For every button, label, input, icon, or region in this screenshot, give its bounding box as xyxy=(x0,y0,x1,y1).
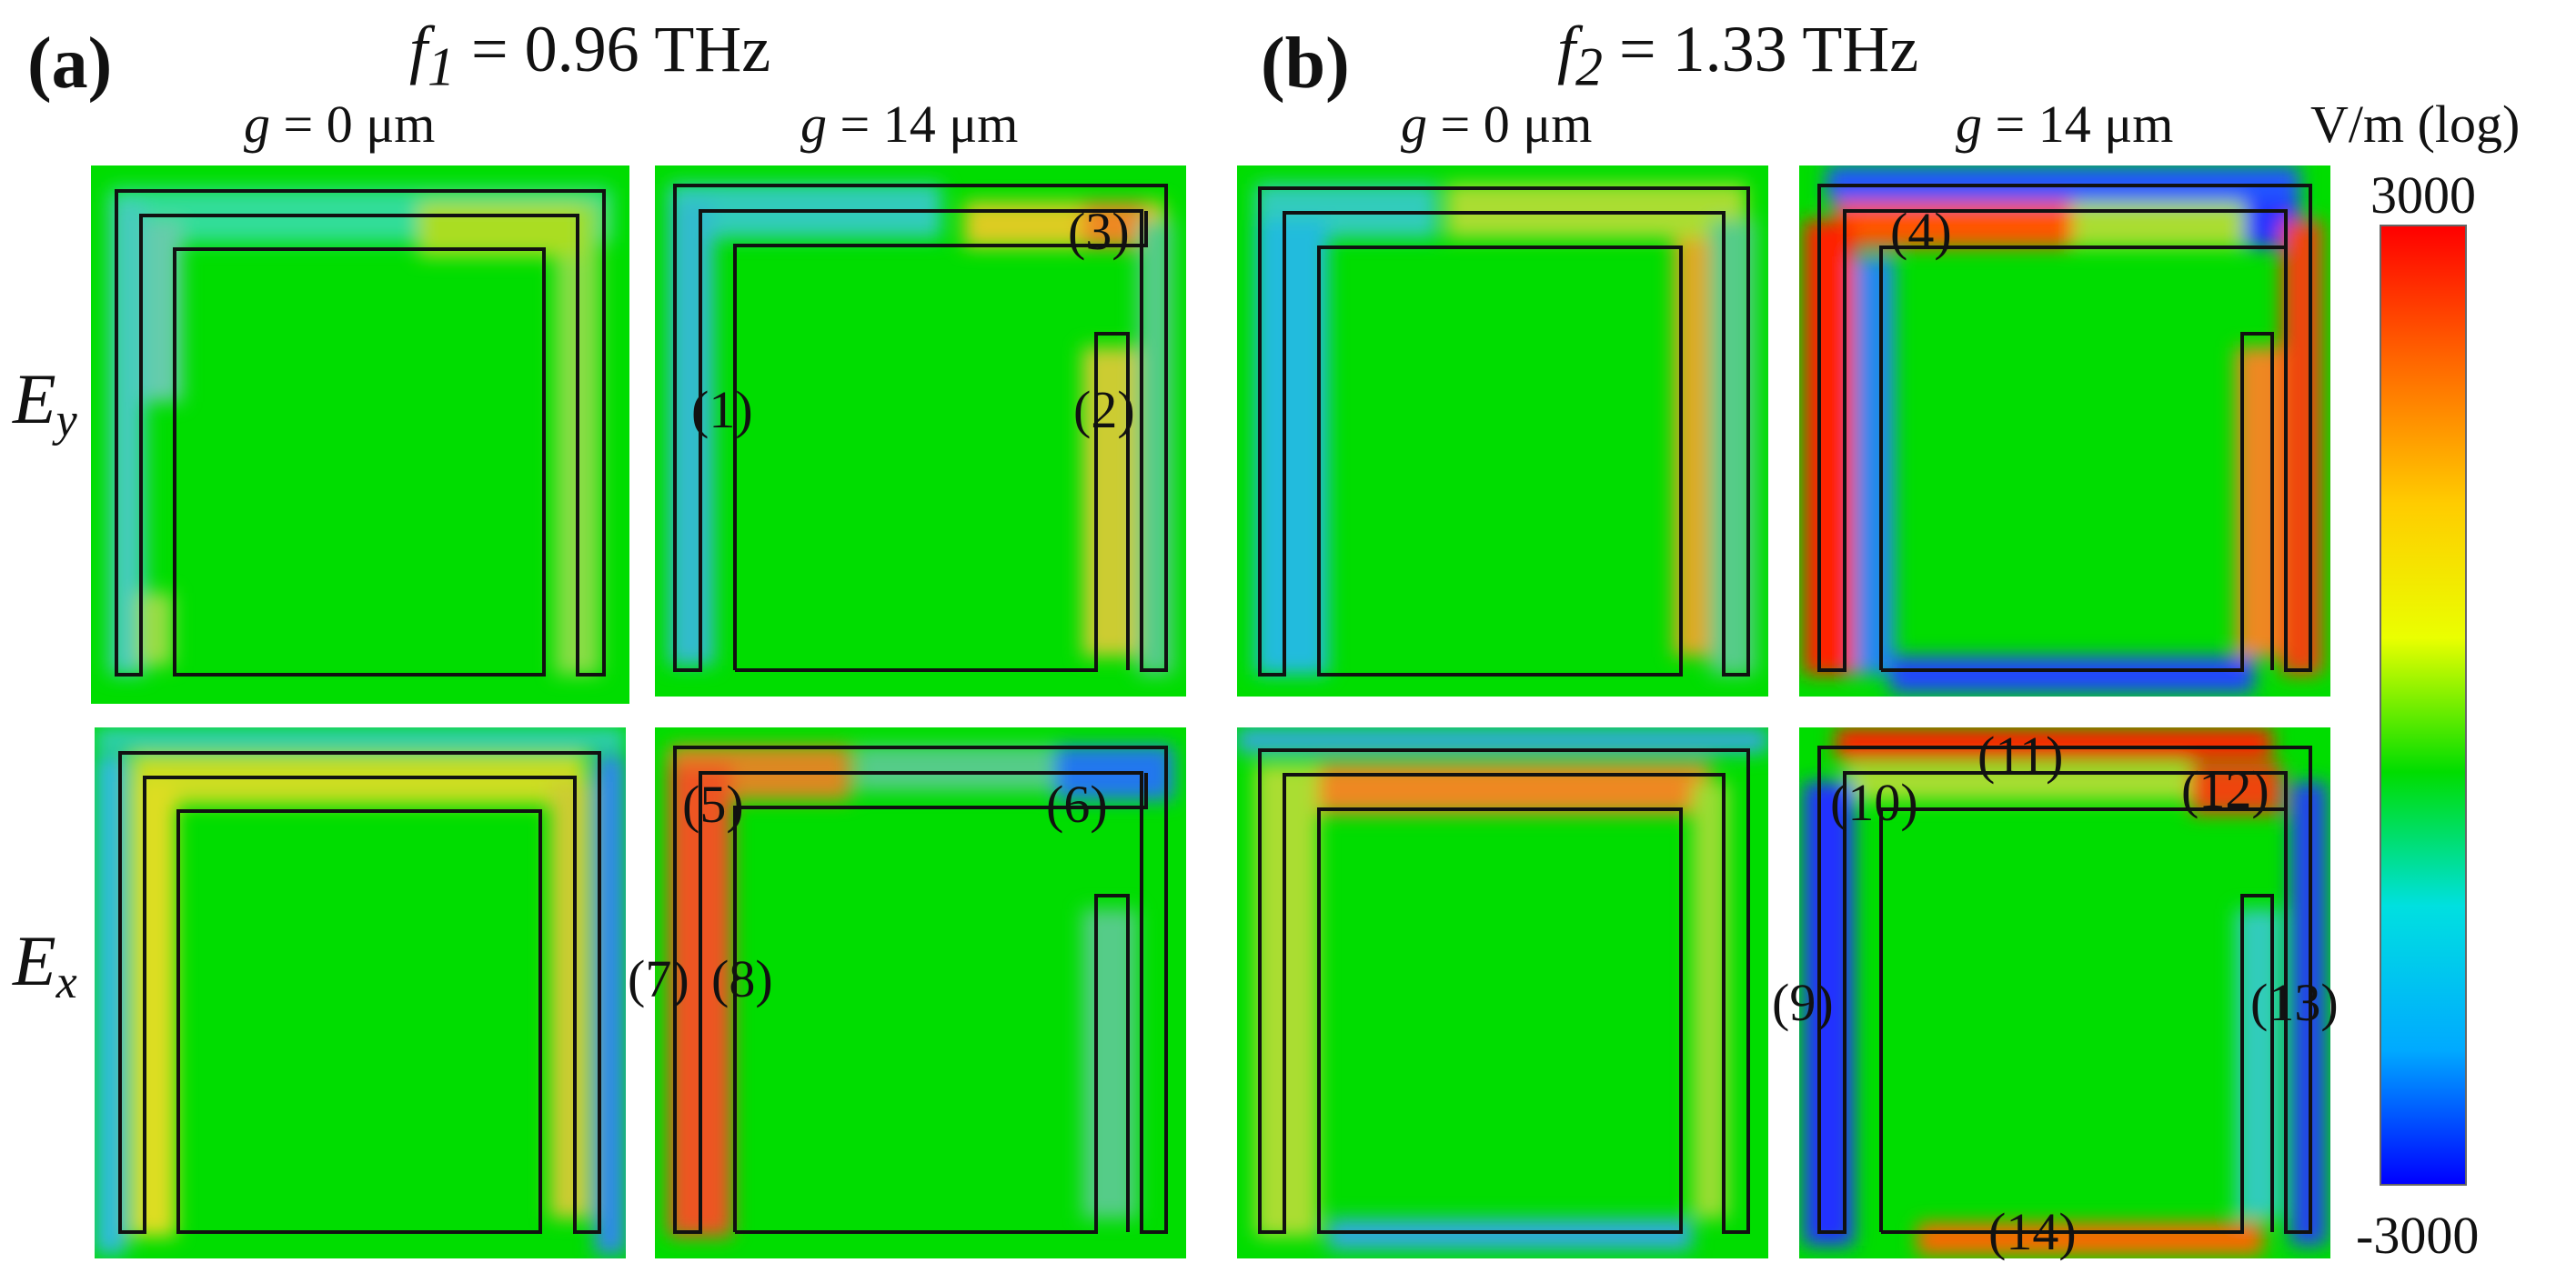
colorbar xyxy=(2380,225,2467,1186)
field-ex-symbol: E xyxy=(13,921,56,1000)
resonator-inner xyxy=(1881,894,2274,1234)
field-glow xyxy=(2281,220,2322,675)
gap-label-b-g0: g = 0 μm xyxy=(1401,98,1592,151)
resonator-inner xyxy=(1317,246,1683,677)
annotation-9: (9) xyxy=(1772,973,1834,1032)
resonator-inner xyxy=(1879,211,2288,670)
annotation-7: (7) xyxy=(628,949,689,1008)
gap-value: = 14 μm xyxy=(1982,95,2174,154)
background xyxy=(95,727,626,1258)
freq-b-value: = 1.33 THz xyxy=(1603,13,1919,85)
gap-symbol: g xyxy=(244,95,270,154)
annotation-2: (2) xyxy=(1073,380,1135,439)
resonator-outer xyxy=(118,751,601,1234)
resonator-outer xyxy=(1258,748,1750,1234)
annotation-3: (3) xyxy=(1068,202,1130,261)
panel-label-b: (b) xyxy=(1261,24,1350,104)
field-glow xyxy=(549,782,590,1218)
gap-value: = 14 μm xyxy=(827,95,1019,154)
field-ey-sub: y xyxy=(55,395,77,446)
resonator-outer xyxy=(115,189,606,677)
annotation-10: (10) xyxy=(1830,773,1918,832)
field-map-b-ey-g14 xyxy=(1799,165,2330,697)
resonator-outer xyxy=(1817,184,2312,672)
gap-label-b-g14: g = 14 μm xyxy=(1956,98,2173,151)
resonator-inner xyxy=(1317,807,1683,1234)
resonator-inner xyxy=(173,247,546,677)
frequency-label-b: f2 = 1.33 THz xyxy=(1557,16,1918,94)
field-glow xyxy=(1836,727,2272,759)
freq-a-value: = 0.96 THz xyxy=(455,13,771,85)
gap-label-a-g14: g = 14 μm xyxy=(800,98,1018,151)
field-glow xyxy=(1836,202,2108,247)
annotation-6: (6) xyxy=(1046,775,1108,834)
resonator-inner xyxy=(1879,773,2288,1232)
field-ex-sub: x xyxy=(55,957,77,1008)
resonator-inner xyxy=(735,894,1130,1234)
annotation-5: (5) xyxy=(682,775,744,834)
field-glow xyxy=(1255,764,1319,1237)
field-glow xyxy=(131,782,176,1237)
gap-value: = 0 μm xyxy=(1427,95,1593,154)
annotation-8: (8) xyxy=(711,949,773,1008)
field-glow xyxy=(1854,256,1895,675)
resonator-outer xyxy=(673,184,1168,672)
annotation-12: (12) xyxy=(2181,760,2269,819)
field-map-a-ex-g0 xyxy=(95,727,626,1258)
annotation-1: (1) xyxy=(691,380,753,439)
field-map-b-ey-g0 xyxy=(1237,165,1768,697)
field-label-ex: Ex xyxy=(13,926,77,1007)
gap-value: = 0 μm xyxy=(270,95,436,154)
field-glow xyxy=(2072,202,2254,247)
colorbar-max-label: 3000 xyxy=(2370,165,2476,225)
resonator-inner xyxy=(1881,332,2274,672)
gap-label-a-g0: g = 0 μm xyxy=(244,98,435,151)
freq-a-sub: 1 xyxy=(428,36,456,97)
freq-b-sub: 2 xyxy=(1575,36,1604,97)
field-map-a-ey-g0 xyxy=(91,165,629,704)
field-map-b-ex-g0 xyxy=(1237,727,1768,1258)
annotation-4: (4) xyxy=(1890,202,1952,261)
field-glow xyxy=(95,727,626,750)
field-glow xyxy=(1328,1218,1692,1250)
resonator-inner xyxy=(733,211,1148,670)
resonator-outer xyxy=(1258,186,1750,677)
field-glow xyxy=(131,755,586,805)
field-glow xyxy=(855,746,1092,791)
field-glow xyxy=(1917,1223,2263,1255)
frequency-label-a: f1 = 0.96 THz xyxy=(409,16,770,94)
gap-symbol: g xyxy=(1956,95,1982,154)
colorbar-min-label: -3000 xyxy=(2356,1206,2480,1265)
colorbar-unit: V/m (log) xyxy=(2310,95,2521,154)
field-glow xyxy=(1890,657,2254,693)
field-map-a-ey-g14 xyxy=(655,165,1186,697)
field-ey-symbol: E xyxy=(13,359,56,438)
freq-b-symbol: f xyxy=(1557,13,1576,85)
gap-symbol: g xyxy=(800,95,827,154)
panel-label-a: (a) xyxy=(27,24,113,104)
field-map-b-ex-g14 xyxy=(1799,727,2330,1258)
resonator-outer xyxy=(673,746,1168,1234)
field-map-a-ex-g14 xyxy=(655,727,1186,1258)
annotation-13: (13) xyxy=(2250,973,2339,1032)
gap-symbol: g xyxy=(1401,95,1427,154)
annotation-14: (14) xyxy=(1988,1202,2077,1261)
resonator-inner xyxy=(735,332,1130,672)
field-label-ey: Ey xyxy=(13,364,77,445)
resonator-inner xyxy=(733,773,1148,1232)
field-glow xyxy=(1255,220,1328,675)
annotation-11: (11) xyxy=(1977,726,2064,785)
freq-a-symbol: f xyxy=(409,13,428,85)
resonator-inner xyxy=(176,809,542,1234)
field-glow xyxy=(1310,764,1710,814)
resonator-outer xyxy=(1817,746,2312,1234)
